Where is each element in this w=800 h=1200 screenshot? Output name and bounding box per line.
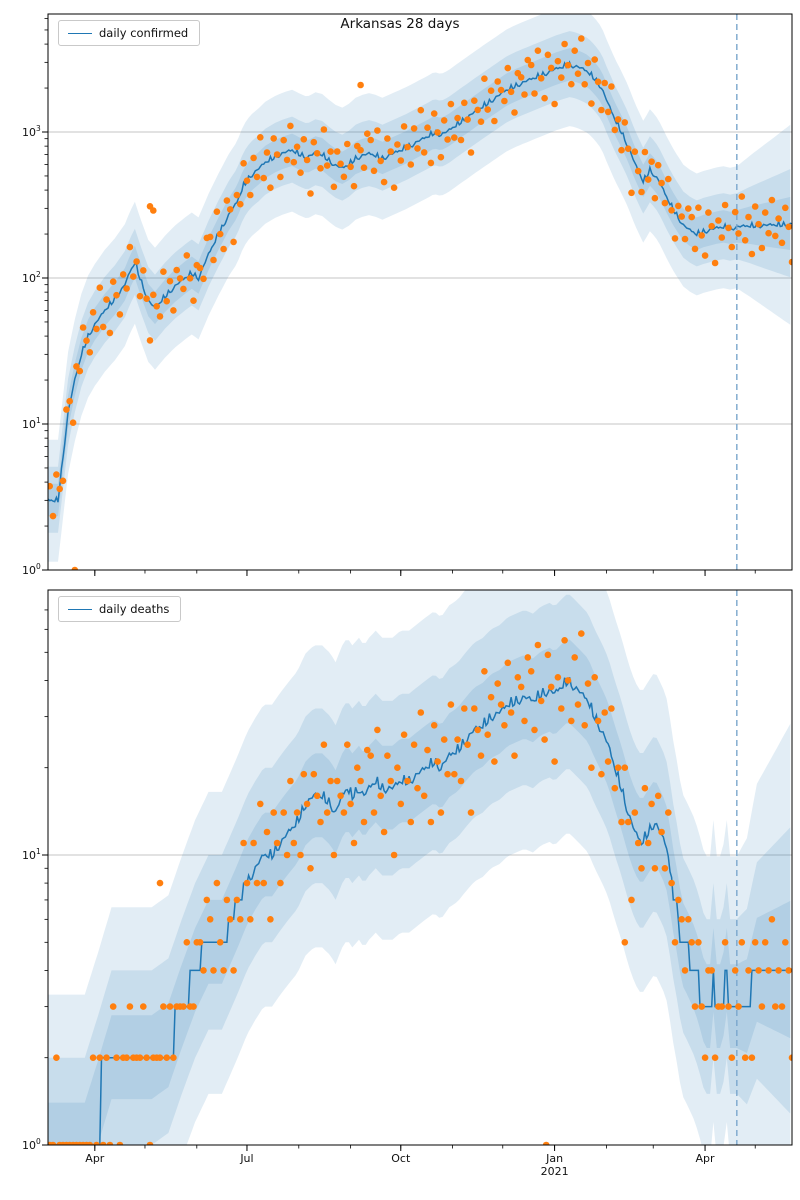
legend-label-deaths: daily deaths bbox=[99, 602, 170, 616]
scatter-points bbox=[48, 35, 792, 570]
svg-text:Apr: Apr bbox=[696, 1152, 716, 1165]
legend-daily-deaths: daily deaths bbox=[58, 596, 182, 622]
svg-text:101: 101 bbox=[22, 416, 41, 431]
svg-text:100: 100 bbox=[22, 562, 41, 577]
svg-text:101: 101 bbox=[22, 847, 41, 862]
legend-daily-confirmed: daily confirmed bbox=[58, 20, 201, 46]
legend-label-confirmed: daily confirmed bbox=[99, 26, 189, 40]
svg-text:Jan: Jan bbox=[545, 1152, 563, 1165]
svg-text:100: 100 bbox=[22, 1137, 41, 1152]
daily-confirmed-chart: 100 101 102 103 bbox=[22, 13, 793, 577]
scatter-points bbox=[48, 630, 792, 1145]
svg-text:Oct: Oct bbox=[391, 1152, 411, 1165]
chart-title: Arkansas 28 days bbox=[340, 16, 460, 32]
svg-text:2021: 2021 bbox=[541, 1165, 569, 1178]
svg-text:Jul: Jul bbox=[239, 1152, 253, 1165]
line-swatch-icon bbox=[68, 608, 92, 610]
svg-text:Apr: Apr bbox=[85, 1152, 105, 1165]
line-swatch-icon bbox=[68, 32, 92, 34]
svg-text:102: 102 bbox=[22, 270, 41, 285]
svg-text:103: 103 bbox=[22, 124, 41, 139]
